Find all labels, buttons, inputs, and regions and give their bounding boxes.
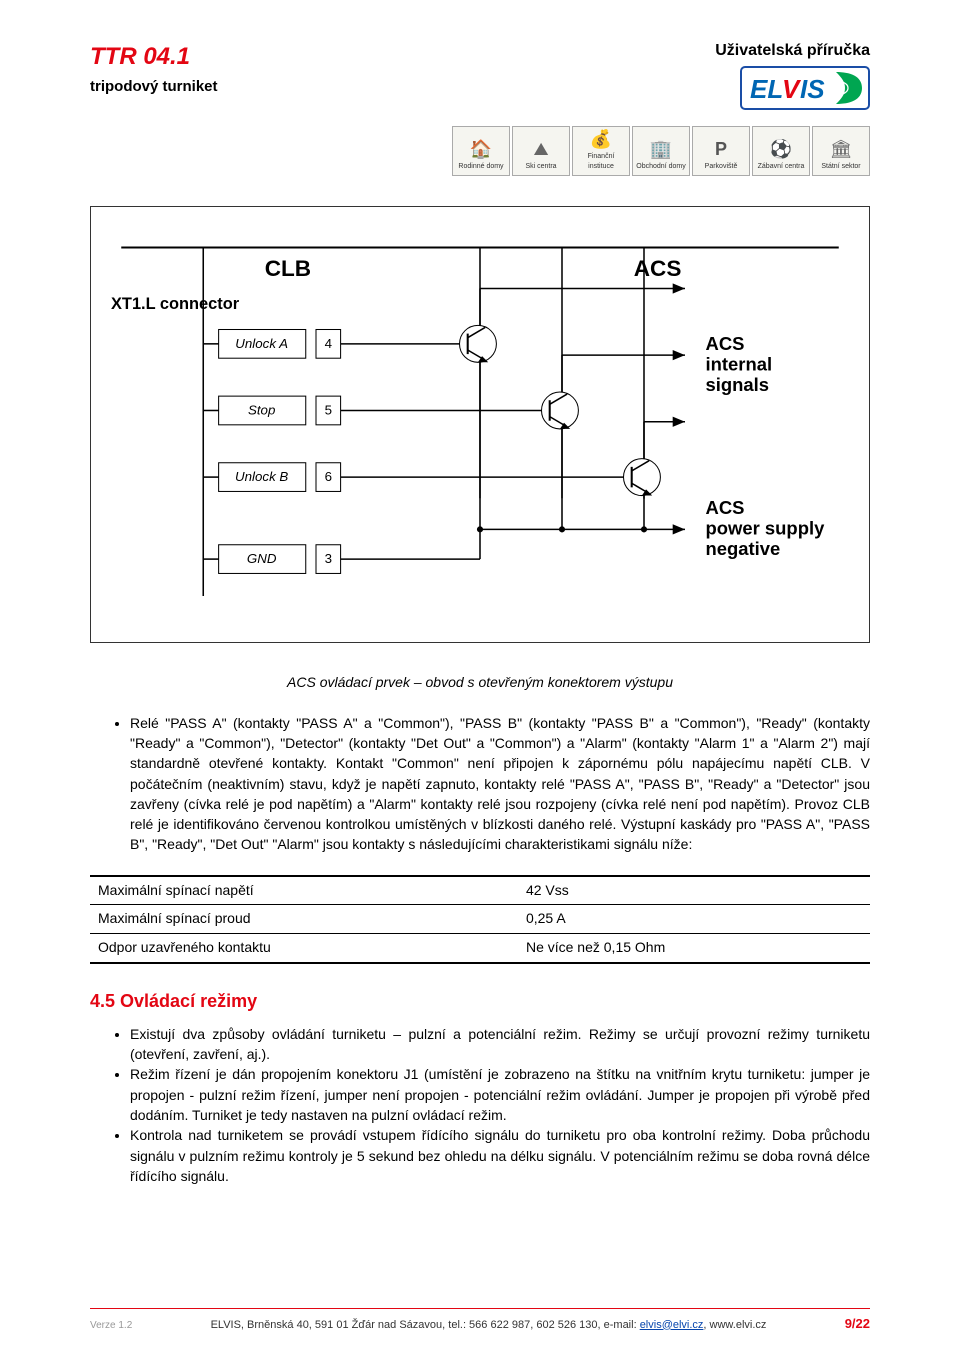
- pin-stop-num: 5: [325, 403, 332, 418]
- cat-label: Obchodní domy: [636, 162, 685, 172]
- cat-label: Státní sektor: [821, 162, 860, 172]
- body-paragraph-list: Relé "PASS A" (kontakty "PASS A" a "Comm…: [90, 713, 870, 855]
- cat-rodinne-domy: 🏠Rodinné domy: [452, 126, 510, 176]
- bullet-item: Kontrola nad turniketem se provádí vstup…: [130, 1125, 870, 1186]
- section-heading-45: 4.5 Ovládací režimy: [90, 989, 870, 1014]
- cat-label: Zábavní centra: [758, 162, 805, 172]
- cat-financni: 💰Finanční instituce: [572, 126, 630, 176]
- doc-header: TTR 04.1 tripodový turniket Uživatelská …: [90, 40, 870, 116]
- acs-power-label: ACS power supply negative: [706, 497, 830, 559]
- body-paragraph: Relé "PASS A" (kontakty "PASS A" a "Comm…: [130, 713, 870, 855]
- ball-icon: ⚽: [770, 137, 792, 162]
- cat-parkoviste: PParkoviště: [692, 126, 750, 176]
- schematic-svg: CLB ACS XT1.L connector Unlock A 4 Stop: [111, 227, 849, 617]
- government-icon: 🏛: [830, 137, 853, 162]
- footer-web: www.elvi.cz: [710, 1319, 767, 1331]
- diagram-caption: ACS ovládací prvek – obvod s otevřeným k…: [90, 673, 870, 693]
- footer-address: ELVIS, Brněnská 40, 591 01 Žďár nad Sáza…: [211, 1319, 640, 1331]
- clb-label: CLB: [265, 256, 311, 281]
- acs-internal-label: ACS internal signals: [706, 333, 778, 395]
- cat-label: Finanční instituce: [575, 152, 627, 172]
- money-icon: 💰: [590, 127, 612, 152]
- param-name: Maximální spínací proud: [90, 905, 518, 934]
- product-name: tripodový turniket: [90, 76, 218, 97]
- version-label: Verze 1.2: [90, 1319, 132, 1333]
- pin-unlock-a-num: 4: [325, 336, 333, 351]
- pin-gnd-num: 3: [325, 551, 332, 566]
- param-name: Odpor uzavřeného kontaktu: [90, 933, 518, 962]
- header-right: Uživatelská příručka EL V IS: [715, 40, 870, 116]
- cat-label: Rodinné domy: [458, 162, 503, 172]
- parking-icon: P: [715, 137, 727, 162]
- connector-label: XT1.L connector: [111, 295, 240, 313]
- svg-text:IS: IS: [800, 74, 825, 104]
- section-bullets: Existují dva způsoby ovládání turniketu …: [90, 1024, 870, 1186]
- pin-unlock-b-label: Unlock B: [235, 469, 288, 484]
- building-icon: 🏢: [650, 137, 672, 162]
- svg-text:EL: EL: [750, 74, 783, 104]
- svg-text:V: V: [782, 74, 802, 104]
- pin-stop-label: Stop: [248, 403, 275, 418]
- cat-zabavni: ⚽Zábavní centra: [752, 126, 810, 176]
- cat-obchodni: 🏢Obchodní domy: [632, 126, 690, 176]
- bullet-item: Režim řízení je dán propojením konektoru…: [130, 1064, 870, 1125]
- schematic-diagram: CLB ACS XT1.L connector Unlock A 4 Stop: [90, 206, 870, 643]
- params-table: Maximální spínací napětí 42 Vss Maximáln…: [90, 875, 870, 964]
- footer-email-link[interactable]: elvis@elvi.cz: [640, 1319, 704, 1331]
- table-row: Odpor uzavřeného kontaktu Ne více než 0,…: [90, 933, 870, 962]
- header-left: TTR 04.1 tripodový turniket: [90, 40, 218, 97]
- cat-label: Ski centra: [525, 162, 556, 172]
- product-code: TTR 04.1: [90, 40, 218, 74]
- bullet-item: Existují dva způsoby ovládání turniketu …: [130, 1024, 870, 1065]
- mountain-icon: ⛰: [533, 137, 548, 162]
- param-value: Ne více než 0,15 Ohm: [518, 933, 870, 962]
- doc-type: Uživatelská příručka: [715, 40, 870, 62]
- cat-label: Parkoviště: [705, 162, 738, 172]
- acs-label: ACS: [634, 256, 682, 281]
- param-name: Maximální spínací napětí: [90, 876, 518, 905]
- pin-unlock-b-num: 6: [325, 469, 332, 484]
- cat-ski-centra: ⛰Ski centra: [512, 126, 570, 176]
- param-value: 0,25 A: [518, 905, 870, 934]
- cat-statni: 🏛Státní sektor: [812, 126, 870, 176]
- elvis-logo: EL V IS: [740, 66, 870, 116]
- page-footer: Verze 1.2 ELVIS, Brněnská 40, 591 01 Žďá…: [90, 1308, 870, 1333]
- page-number: 9/22: [845, 1315, 870, 1333]
- param-value: 42 Vss: [518, 876, 870, 905]
- footer-company: ELVIS, Brněnská 40, 591 01 Žďár nad Sáza…: [132, 1318, 844, 1333]
- table-row: Maximální spínací napětí 42 Vss: [90, 876, 870, 905]
- page: TTR 04.1 tripodový turniket Uživatelská …: [0, 0, 960, 1358]
- house-icon: 🏠: [470, 137, 492, 162]
- pin-gnd-label: GND: [247, 551, 277, 566]
- table-row: Maximální spínací proud 0,25 A: [90, 905, 870, 934]
- category-row: 🏠Rodinné domy ⛰Ski centra 💰Finanční inst…: [90, 126, 870, 176]
- pin-unlock-a-label: Unlock A: [235, 336, 288, 351]
